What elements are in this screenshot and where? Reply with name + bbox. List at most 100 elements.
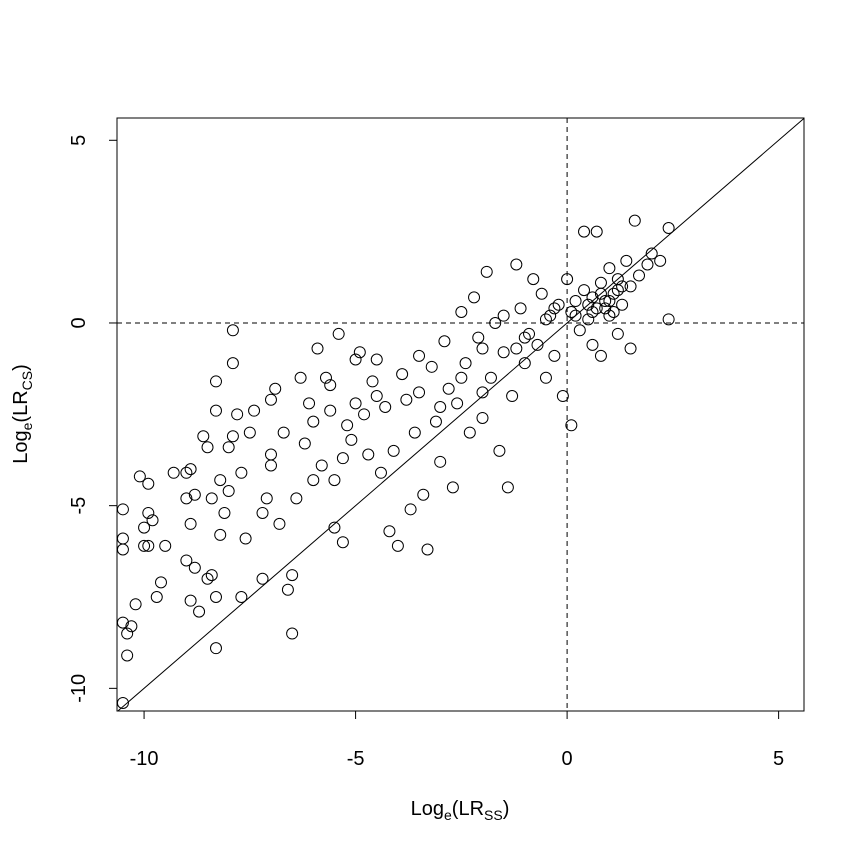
- point: [561, 273, 574, 286]
- point: [599, 302, 612, 315]
- point: [611, 327, 624, 340]
- point: [518, 357, 531, 370]
- point: [180, 492, 193, 505]
- point: [349, 353, 362, 366]
- point: [633, 269, 646, 282]
- point: [531, 338, 544, 351]
- point: [387, 444, 400, 457]
- point: [442, 382, 455, 395]
- point: [497, 346, 510, 359]
- y-tick-label: -5: [68, 497, 90, 515]
- point: [413, 386, 426, 399]
- point: [641, 258, 654, 271]
- point: [336, 536, 349, 549]
- point: [286, 569, 299, 582]
- point: [201, 572, 214, 585]
- point: [290, 492, 303, 505]
- point: [159, 539, 172, 552]
- point: [523, 327, 536, 340]
- point: [294, 371, 307, 384]
- point: [603, 262, 616, 275]
- point: [184, 594, 197, 607]
- point: [434, 455, 447, 468]
- point: [539, 313, 552, 326]
- point: [446, 481, 459, 494]
- point: [256, 572, 269, 585]
- point: [586, 291, 599, 304]
- point: [607, 306, 620, 319]
- point: [569, 295, 582, 308]
- point: [535, 287, 548, 300]
- point: [476, 386, 489, 399]
- point: [222, 485, 235, 498]
- point: [311, 342, 324, 355]
- point: [358, 408, 371, 421]
- x-tick-label: -10: [130, 748, 159, 770]
- point: [590, 225, 603, 238]
- point: [256, 506, 269, 519]
- reference-abline: [117, 117, 805, 712]
- point: [142, 477, 155, 490]
- point: [193, 605, 206, 618]
- point: [624, 280, 637, 293]
- point: [222, 441, 235, 454]
- point: [578, 225, 591, 238]
- point: [125, 620, 138, 633]
- point: [366, 375, 379, 388]
- point: [121, 649, 134, 662]
- point: [370, 390, 383, 403]
- point: [286, 627, 299, 640]
- point: [518, 331, 531, 344]
- point: [226, 430, 239, 443]
- point: [133, 470, 146, 483]
- point: [243, 426, 256, 439]
- point: [328, 474, 341, 487]
- point: [463, 426, 476, 439]
- point: [548, 302, 561, 315]
- point: [345, 433, 358, 446]
- point: [582, 298, 595, 311]
- point: [582, 313, 595, 326]
- point: [226, 357, 239, 370]
- point: [484, 371, 497, 384]
- point: [425, 360, 438, 373]
- point: [150, 591, 163, 604]
- y-tick-label: -10: [68, 674, 90, 703]
- point: [607, 287, 620, 300]
- point: [586, 306, 599, 319]
- point: [154, 576, 167, 589]
- point: [438, 335, 451, 348]
- point: [451, 397, 464, 410]
- point: [235, 466, 248, 479]
- point: [138, 539, 151, 552]
- point: [231, 408, 244, 421]
- point: [315, 459, 328, 472]
- point: [662, 313, 675, 326]
- point: [565, 419, 578, 432]
- point: [594, 287, 607, 300]
- point: [328, 521, 341, 534]
- point: [209, 642, 222, 655]
- point: [379, 401, 392, 414]
- point: [527, 273, 540, 286]
- point: [349, 397, 362, 410]
- plot-frame: [116, 117, 805, 712]
- point: [548, 349, 561, 362]
- point: [501, 481, 514, 494]
- point: [586, 338, 599, 351]
- point: [514, 302, 527, 315]
- point: [552, 298, 565, 311]
- point: [510, 342, 523, 355]
- point: [264, 393, 277, 406]
- point: [307, 474, 320, 487]
- point: [544, 309, 557, 322]
- x-tick-label: 5: [773, 748, 784, 770]
- y-tick-label: 0: [68, 317, 90, 328]
- point: [539, 371, 552, 384]
- point: [578, 284, 591, 297]
- point: [116, 543, 129, 556]
- point: [556, 390, 569, 403]
- point: [324, 404, 337, 417]
- point: [429, 415, 442, 428]
